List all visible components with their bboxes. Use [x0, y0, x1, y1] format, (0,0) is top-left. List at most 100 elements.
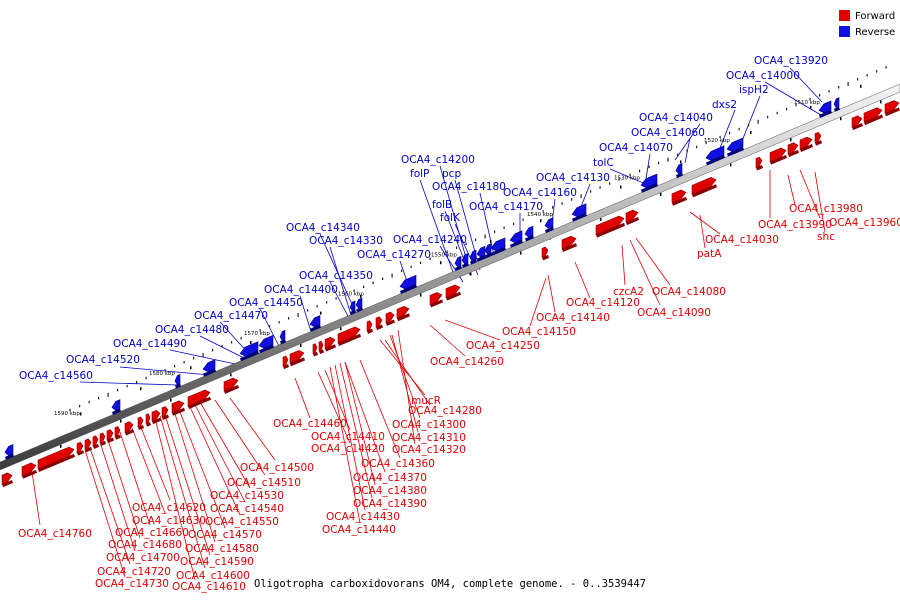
gene-label-shc[interactable]: shc [817, 231, 835, 243]
reverse-gene-arrow[interactable] [279, 329, 286, 345]
reverse-gene-arrow[interactable] [484, 243, 492, 259]
gene-label-OCA4_c14040[interactable]: OCA4_c14040 [639, 112, 713, 124]
forward-gene-arrow[interactable] [187, 389, 211, 410]
gene-label-OCA4_c14400[interactable]: OCA4_c14400 [264, 284, 338, 296]
reverse-gene-arrow[interactable] [239, 341, 259, 362]
forward-gene-arrow[interactable] [312, 343, 318, 357]
gene-label-OCA4_c13980[interactable]: OCA4_c13980 [789, 203, 863, 215]
forward-gene-arrow[interactable] [396, 305, 410, 322]
reverse-gene-arrow[interactable] [490, 237, 506, 256]
forward-gene-arrow[interactable] [1, 472, 13, 488]
forward-gene-arrow[interactable] [561, 235, 577, 252]
gene-label-OCA4_c14540[interactable]: OCA4_c14540 [210, 503, 284, 515]
gene-label-OCA4_c14730[interactable]: OCA4_c14730 [95, 578, 169, 590]
reverse-gene-arrow[interactable] [509, 230, 523, 248]
gene-label-OCA4_c14070[interactable]: OCA4_c14070 [599, 142, 673, 154]
gene-label-OCA4_c14610[interactable]: OCA4_c14610 [172, 581, 246, 593]
gene-label-OCA4_c14310[interactable]: OCA4_c14310 [392, 432, 466, 444]
gene-label-czcA2[interactable]: czcA2 [613, 286, 644, 298]
gene-label-OCA4_c14240[interactable]: OCA4_c14240 [393, 234, 467, 246]
reverse-gene-arrow[interactable] [571, 203, 587, 222]
forward-gene-arrow[interactable] [99, 432, 106, 446]
forward-gene-arrow[interactable] [385, 311, 395, 326]
reverse-gene-arrow[interactable] [399, 274, 417, 294]
gene-label-mucR[interactable]: mucR [411, 395, 441, 407]
forward-gene-arrow[interactable] [124, 421, 134, 436]
gene-label-OCA4_c14370[interactable]: OCA4_c14370 [353, 472, 427, 484]
forward-gene-arrow[interactable] [161, 406, 169, 420]
gene-label-OCA4_c14410[interactable]: OCA4_c14410 [311, 431, 385, 443]
gene-label-OCA4_c14420[interactable]: OCA4_c14420 [311, 443, 385, 455]
reverse-gene-arrow[interactable] [355, 297, 363, 313]
gene-label-OCA4_c13920[interactable]: OCA4_c13920 [754, 55, 828, 67]
gene-label-OCA4_c14720[interactable]: OCA4_c14720 [97, 566, 171, 578]
forward-gene-arrow[interactable] [884, 100, 900, 117]
reverse-gene-arrow[interactable] [461, 252, 469, 268]
reverse-gene-arrow[interactable] [309, 315, 321, 332]
forward-gene-arrow[interactable] [541, 246, 549, 261]
gene-label-OCA4_c14590[interactable]: OCA4_c14590 [180, 556, 254, 568]
gene-label-OCA4_c14170[interactable]: OCA4_c14170 [469, 201, 543, 213]
gene-label-OCA4_c14300[interactable]: OCA4_c14300 [392, 419, 466, 431]
reverse-gene-arrow[interactable] [833, 97, 840, 112]
gene-label-OCA4_c14090[interactable]: OCA4_c14090 [637, 307, 711, 319]
gene-label-OCA4_c14440[interactable]: OCA4_c14440 [322, 524, 396, 536]
gene-label-OCA4_c14270[interactable]: OCA4_c14270 [357, 249, 431, 261]
gene-label-OCA4_c14520[interactable]: OCA4_c14520 [66, 354, 140, 366]
forward-gene-arrow[interactable] [671, 189, 687, 206]
gene-label-tolC[interactable]: tolC [593, 157, 614, 169]
gene-label-OCA4_c14460[interactable]: OCA4_c14460 [273, 418, 347, 430]
gene-label-folP[interactable]: folP [410, 168, 429, 180]
gene-label-OCA4_c14160[interactable]: OCA4_c14160 [503, 187, 577, 199]
reverse-gene-arrow[interactable] [111, 399, 121, 415]
reverse-gene-arrow[interactable] [258, 334, 274, 354]
gene-label-OCA4_c14390[interactable]: OCA4_c14390 [353, 498, 427, 510]
gene-label-OCA4_c14500[interactable]: OCA4_c14500 [240, 462, 314, 474]
gene-label-OCA4_c14470[interactable]: OCA4_c14470 [194, 310, 268, 322]
gene-label-OCA4_c14580[interactable]: OCA4_c14580 [185, 543, 259, 555]
gene-label-OCA4_c14560[interactable]: OCA4_c14560 [19, 370, 93, 382]
forward-gene-arrow[interactable] [84, 438, 92, 453]
gene-label-OCA4_c14180[interactable]: OCA4_c14180 [432, 181, 506, 193]
gene-label-OCA4_c14350[interactable]: OCA4_c14350 [299, 270, 373, 282]
forward-gene-arrow[interactable] [171, 400, 185, 416]
forward-gene-arrow[interactable] [375, 316, 383, 331]
gene-label-OCA4_c14600[interactable]: OCA4_c14600 [176, 570, 250, 582]
reverse-gene-arrow[interactable] [349, 300, 356, 315]
reverse-gene-arrow[interactable] [818, 100, 832, 119]
gene-label-OCA4_c14430[interactable]: OCA4_c14430 [326, 511, 400, 523]
reverse-gene-arrow[interactable] [675, 163, 683, 179]
forward-gene-arrow[interactable] [366, 320, 373, 334]
forward-gene-arrow[interactable] [92, 435, 99, 449]
gene-label-OCA4_c13960[interactable]: OCA4_c13960 [829, 217, 900, 229]
forward-gene-arrow[interactable] [137, 416, 144, 431]
forward-gene-arrow[interactable] [324, 336, 336, 352]
forward-gene-arrow[interactable] [282, 355, 289, 370]
gene-label-OCA4_c14510[interactable]: OCA4_c14510 [227, 477, 301, 489]
gene-label-patA[interactable]: patA [697, 248, 722, 260]
forward-gene-arrow[interactable] [799, 136, 813, 152]
forward-gene-arrow[interactable] [787, 142, 799, 158]
gene-label-OCA4_c14250[interactable]: OCA4_c14250 [466, 340, 540, 352]
gene-label-dxs2[interactable]: dxs2 [712, 99, 737, 111]
forward-gene-arrow[interactable] [76, 441, 84, 456]
forward-gene-arrow[interactable] [37, 446, 75, 473]
gene-label-OCA4_c14630[interactable]: OCA4_c14630 [132, 515, 206, 527]
gene-label-OCA4_c14260[interactable]: OCA4_c14260 [430, 356, 504, 368]
forward-gene-arrow[interactable] [114, 426, 121, 440]
gene-label-OCA4_c14490[interactable]: OCA4_c14490 [113, 338, 187, 350]
forward-gene-arrow[interactable] [145, 413, 151, 427]
gene-label-ispH2[interactable]: ispH2 [739, 84, 769, 96]
gene-label-OCA4_c14700[interactable]: OCA4_c14700 [106, 552, 180, 564]
gene-label-OCA4_c13990[interactable]: OCA4_c13990 [758, 219, 832, 231]
forward-gene-arrow[interactable] [851, 115, 863, 131]
forward-gene-arrow[interactable] [318, 340, 324, 355]
reverse-gene-arrow[interactable] [524, 225, 534, 242]
gene-label-OCA4_c14360[interactable]: OCA4_c14360 [361, 458, 435, 470]
forward-gene-arrow[interactable] [429, 292, 443, 308]
gene-label-OCA4_c14320[interactable]: OCA4_c14320 [392, 444, 466, 456]
forward-gene-arrow[interactable] [337, 326, 361, 347]
reverse-gene-arrow[interactable] [544, 217, 554, 234]
reverse-gene-arrow[interactable] [640, 173, 658, 193]
reverse-gene-arrow[interactable] [705, 145, 725, 166]
